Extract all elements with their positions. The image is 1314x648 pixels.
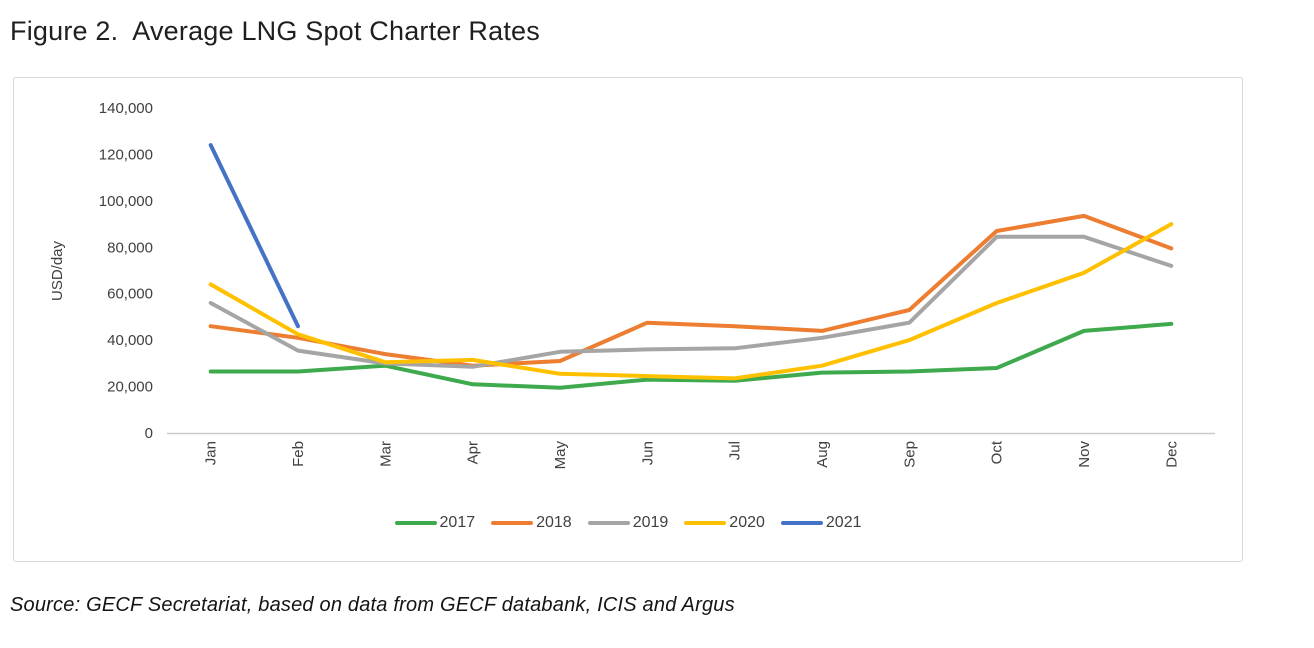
y-axis-tick-label: 80,000 bbox=[107, 239, 153, 256]
legend-item-2021: 2021 bbox=[780, 514, 862, 532]
y-axis-tick-label: 120,000 bbox=[99, 146, 153, 163]
y-axis-tick-label: 40,000 bbox=[107, 332, 153, 349]
legend-label: 2020 bbox=[729, 514, 765, 531]
legend-item-2020: 2020 bbox=[684, 514, 765, 532]
series-line-2019 bbox=[208, 234, 1174, 369]
x-axis-tick-label: Sep bbox=[901, 441, 918, 468]
legend-label: 2017 bbox=[439, 514, 476, 531]
legend-label: 2021 bbox=[825, 514, 862, 531]
y-axis-tick-label: 100,000 bbox=[99, 193, 153, 210]
x-axis-tick-label: Jul bbox=[727, 441, 744, 460]
x-axis-tick-label: Nov bbox=[1076, 441, 1093, 468]
series-line-2020 bbox=[208, 222, 1174, 381]
series-line-2017 bbox=[208, 321, 1174, 390]
legend-label: 2019 bbox=[632, 514, 669, 531]
chart-container: USD/day 0 20,000 40,000 60,000 80,000 100,000… bbox=[13, 77, 1243, 562]
legend-item-2017: 2017 bbox=[394, 514, 476, 532]
legend-item-2019: 2019 bbox=[587, 514, 669, 532]
series-line-2021 bbox=[208, 143, 300, 329]
y-axis-tick-label: 140,000 bbox=[99, 100, 153, 117]
x-axis-tick-label: May bbox=[552, 441, 569, 470]
legend-swatch bbox=[491, 520, 534, 526]
x-axis-tick-label: Oct bbox=[989, 440, 1006, 464]
x-axis-tick-label: Jun bbox=[639, 441, 656, 465]
series-line-2018 bbox=[208, 213, 1174, 368]
legend-swatch bbox=[394, 520, 437, 526]
x-axis-tick-label: Mar bbox=[377, 441, 394, 467]
y-axis-tick-label: 0 bbox=[145, 425, 153, 442]
x-axis-tick-label: Apr bbox=[465, 441, 482, 464]
x-axis-tick-label: Aug bbox=[814, 441, 831, 468]
legend-label: 2018 bbox=[536, 514, 572, 531]
x-axis-tick-label: Jan bbox=[203, 441, 220, 465]
x-axis-tick-label: Feb bbox=[290, 441, 307, 467]
y-axis-tick-label: 20,000 bbox=[107, 379, 153, 396]
source-note: Source: GECF Secretariat, based on data … bbox=[10, 594, 735, 616]
legend-swatch bbox=[780, 520, 823, 526]
line-chart: 0 20,000 40,000 60,000 80,000 100,000 120,000 1… bbox=[99, 100, 1215, 470]
legend-item-2018: 2018 bbox=[491, 514, 572, 532]
figure-title: Figure 2. Average LNG Spot Charter Rates bbox=[10, 16, 540, 46]
chart-legend: 2017 2018 2019 2020 2021 bbox=[14, 514, 1242, 532]
y-axis-tick-label: 60,000 bbox=[107, 286, 153, 303]
x-axis-tick-label: Dec bbox=[1163, 441, 1180, 468]
legend-swatch bbox=[587, 520, 630, 526]
legend-swatch bbox=[684, 520, 727, 526]
